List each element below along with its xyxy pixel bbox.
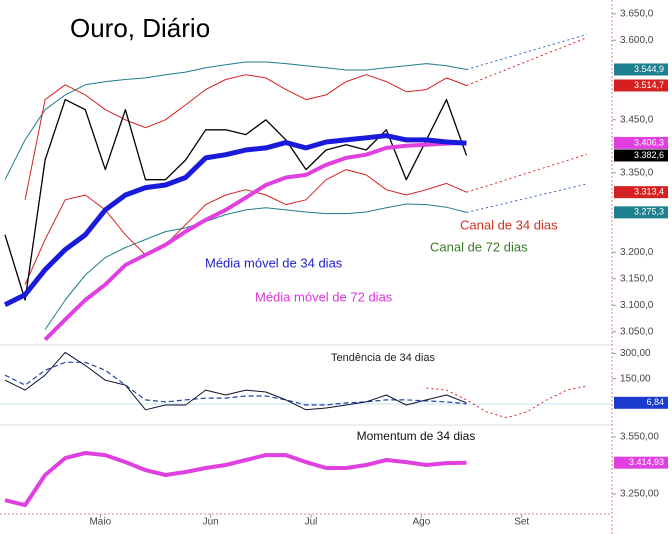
x-tick-label: Ago [412,517,430,528]
y-tick-label: 3.450,0 [620,114,654,125]
series-line [466,183,588,213]
series-line [44,203,467,330]
annotation: Canal de 72 dias [430,239,528,254]
series-line [4,451,467,508]
x-tick-label: Jul [305,517,318,528]
series-line [4,361,467,406]
series-line [466,33,588,70]
value-box-label: 3.275,3 [634,207,664,217]
y-tick-label: 3.200,0 [620,247,654,258]
y-tick-label: 150,00 [620,373,651,384]
series-line [466,153,588,193]
value-box [614,136,668,149]
x-tick-label: Maio [89,517,111,528]
series-line [466,37,588,86]
annotation: Média móvel de 34 dias [205,255,343,270]
y-tick-label: 3.250,00 [620,489,659,500]
y-tick-label: 300,00 [620,348,651,359]
value-box-label: 3.514,7 [634,80,664,90]
value-box-label: 6,84 [646,397,664,407]
series-line [3,133,467,307]
annotation: Tendência de 34 dias [331,352,435,364]
value-box [614,79,668,92]
series-line [24,74,467,200]
y-tick-label: 3.550,00 [620,432,659,443]
y-tick-label: 3.100,0 [620,300,654,311]
value-box [614,206,668,219]
y-tick-label: 3.050,0 [620,326,654,337]
x-tick-label: Set [514,517,529,528]
y-tick-label: 3.350,0 [620,167,654,178]
x-tick-label: Jun [203,517,219,528]
annotation: Canal de 34 dias [460,217,558,232]
value-box-label: 3.544,9 [634,64,664,74]
series-line [4,351,467,411]
annotation: Média móvel de 72 dias [255,289,393,304]
value-box [614,186,668,199]
value-box-label: 3.382,6 [634,150,664,160]
y-tick-label: 3.650,0 [620,8,654,19]
y-tick-label: 3.600,0 [620,35,654,46]
value-box-label: 3.313,4 [634,187,664,197]
series-line [43,140,467,342]
series-line [426,385,587,419]
value-box-label: 3.414,93 [629,457,664,467]
value-box [614,149,668,162]
series-line [4,61,467,180]
value-box [614,456,668,469]
chart-title: Ouro, Diário [70,13,210,43]
value-box-label: 3.406,3 [634,137,664,147]
annotation: Momentum de 34 dias [357,429,476,443]
value-box [614,63,668,76]
value-box [614,396,668,409]
series-line [24,169,467,285]
y-tick-label: 3.150,0 [620,273,654,284]
